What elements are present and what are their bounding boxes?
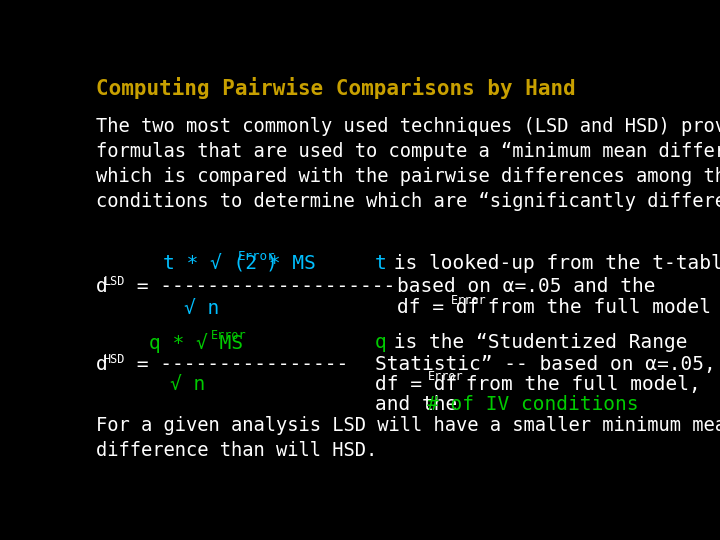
Text: df = df: df = df [397,299,479,318]
Text: d: d [96,355,107,374]
Text: √ n: √ n [170,375,205,394]
Text: Error: Error [211,329,247,342]
Text: from the full model: from the full model [476,299,711,318]
Text: q: q [374,333,387,352]
Text: Error: Error [428,370,464,383]
Text: d: d [96,277,107,296]
Text: Error: Error [238,250,275,263]
Text: √ n: √ n [184,299,219,318]
Text: df = df: df = df [374,375,456,394]
Text: Statistic” -- based on α=.05,: Statistic” -- based on α=.05, [374,355,716,374]
Text: t: t [374,254,387,273]
Text: Computing Pairwise Comparisons by Hand: Computing Pairwise Comparisons by Hand [96,77,575,99]
Text: and the: and the [374,395,469,414]
Text: # of IV conditions: # of IV conditions [427,395,639,414]
Text: LSD: LSD [104,275,125,288]
Text: is the “Studentized Range: is the “Studentized Range [382,333,688,352]
Text: = ----------------: = ---------------- [125,355,348,374]
Text: HSD: HSD [104,353,125,366]
Text: based on α=.05 and the: based on α=.05 and the [397,277,655,296]
Text: t * √ (2 * MS: t * √ (2 * MS [163,254,315,273]
Text: q * √ MS: q * √ MS [148,333,243,353]
Text: The two most commonly used techniques (LSD and HSD) provide
formulas that are us: The two most commonly used techniques (L… [96,117,720,211]
Text: is looked-up from the t-table: is looked-up from the t-table [382,254,720,273]
Text: = --------------------: = -------------------- [125,277,395,296]
Text: Error: Error [451,294,486,307]
Text: from the full model,: from the full model, [454,375,701,394]
Text: For a given analysis LSD will have a smaller minimum mean
difference than will H: For a given analysis LSD will have a sma… [96,416,720,460]
Text: ): ) [266,254,277,273]
